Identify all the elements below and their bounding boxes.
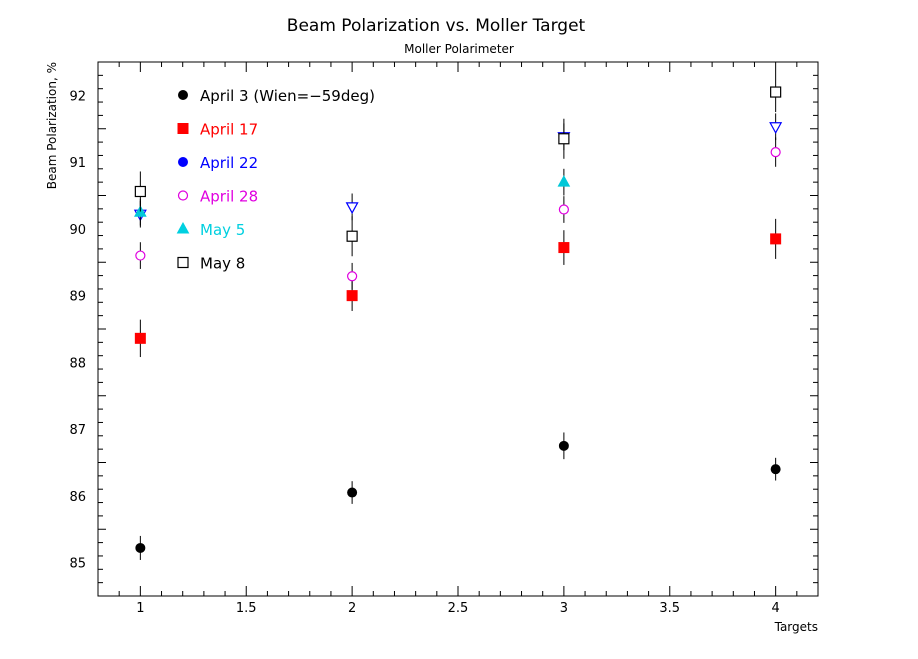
data-point <box>345 202 359 215</box>
data-point <box>770 86 782 98</box>
data-point <box>347 487 358 498</box>
legend-label: April 3 (Wien=−59deg) <box>200 87 375 105</box>
legend: April 3 (Wien=−59deg) April 17 April 22 Apr… <box>176 87 375 273</box>
x-tick-label: 1 <box>136 601 144 616</box>
x-tick-label: 2 <box>348 601 356 616</box>
legend-marker <box>177 190 189 201</box>
x-tick-label: 3.5 <box>659 601 680 616</box>
data-point <box>135 250 146 261</box>
legend-marker <box>177 123 189 134</box>
y-tick-label: 89 <box>69 290 86 305</box>
y-tick-label: 92 <box>69 89 86 104</box>
data-point <box>347 271 358 282</box>
legend-item: April 28 <box>177 188 258 206</box>
data-point <box>134 332 146 344</box>
data-point <box>558 440 569 451</box>
series-group <box>135 432 781 560</box>
legend-label: April 17 <box>200 121 258 139</box>
legend-label: April 28 <box>200 188 258 206</box>
data-marks <box>133 72 783 560</box>
series-group <box>135 137 781 290</box>
legend-marker <box>176 221 190 234</box>
legend-label: May 5 <box>200 221 245 239</box>
y-tick-label: 90 <box>69 223 86 238</box>
legend-marker <box>178 157 188 167</box>
y-axis-title: Beam Polarization, % <box>45 62 59 189</box>
legend-item: April 3 (Wien=−59deg) <box>178 87 375 105</box>
data-point <box>557 175 571 187</box>
x-tick-label: 4 <box>772 601 780 616</box>
data-point <box>770 233 782 245</box>
legend-marker <box>178 90 188 100</box>
legend-item: April 22 <box>178 154 258 172</box>
x-tick-label: 2.5 <box>448 601 469 616</box>
axes: 1 1.5 2 2.5 3 3.5 4 85 86 87 88 89 90 91 92 <box>69 61 819 616</box>
series-group <box>134 218 782 358</box>
data-point <box>558 133 570 145</box>
legend-item: April 17 <box>177 121 258 139</box>
y-tick-label: 85 <box>69 557 86 572</box>
data-point <box>346 230 358 242</box>
data-point <box>135 542 146 553</box>
x-axis-title: Targets <box>774 620 818 634</box>
data-point <box>769 122 783 134</box>
data-point <box>558 204 569 215</box>
legend-item: May 8 <box>177 255 245 273</box>
x-tick-label: 3 <box>560 601 568 616</box>
data-point <box>134 185 146 198</box>
data-point <box>346 290 358 302</box>
legend-label: May 8 <box>200 255 245 273</box>
data-point <box>558 242 570 254</box>
legend-item: May 5 <box>176 221 245 239</box>
legend-label: April 22 <box>200 154 258 172</box>
data-point <box>770 464 781 475</box>
y-tick-label: 91 <box>69 156 86 171</box>
y-tick-label: 87 <box>69 423 86 438</box>
series-group <box>134 72 782 257</box>
plot-frame <box>97 61 819 597</box>
y-tick-label: 86 <box>69 490 86 505</box>
data-point <box>770 147 781 158</box>
x-tick-label: 1.5 <box>236 601 257 616</box>
chart-title: Beam Polarization vs. Moller Target <box>287 16 586 36</box>
y-tick-label: 88 <box>69 356 86 371</box>
legend-marker <box>177 256 189 269</box>
chart-subtitle: Moller Polarimeter <box>404 42 514 56</box>
